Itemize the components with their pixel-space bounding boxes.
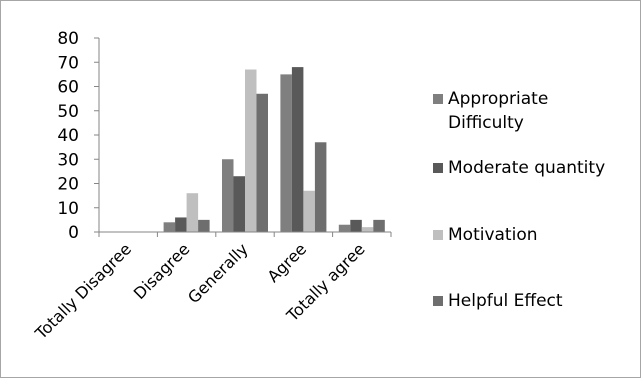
x-tick-label: Agree bbox=[264, 239, 311, 286]
bar bbox=[256, 93, 268, 233]
bar bbox=[198, 219, 210, 232]
bar bbox=[280, 74, 292, 232]
legend: Appropriate Difficulty Moderate quantity Mo… bbox=[433, 89, 605, 311]
y-tick-label: 80 bbox=[57, 29, 79, 49]
legend-label: Moderate quantity bbox=[448, 158, 605, 178]
bars bbox=[163, 67, 385, 233]
x-tick-label: Generally bbox=[184, 239, 252, 307]
x-tick-label: Totally Disagree bbox=[31, 239, 135, 343]
bar bbox=[291, 67, 304, 232]
bar bbox=[175, 217, 187, 232]
bar bbox=[245, 69, 257, 233]
y-tick-label: 40 bbox=[57, 126, 79, 146]
y-tick-label: 30 bbox=[57, 150, 79, 170]
legend-swatch bbox=[433, 163, 443, 173]
legend-label: Appropriate bbox=[448, 89, 548, 109]
y-tick-label: 50 bbox=[57, 102, 79, 122]
bar bbox=[373, 219, 385, 232]
bar bbox=[361, 227, 374, 232]
bar bbox=[338, 224, 351, 232]
bar bbox=[350, 219, 362, 232]
y-tick-label: 60 bbox=[57, 78, 79, 98]
y-tick-label: 20 bbox=[57, 175, 79, 195]
y-axis: 0 10 20 30 40 50 60 70 80 bbox=[57, 29, 100, 243]
legend-swatch bbox=[433, 94, 443, 104]
bar bbox=[303, 190, 315, 232]
bar bbox=[314, 142, 327, 232]
legend-label: Difficulty bbox=[448, 113, 524, 133]
legend-swatch bbox=[433, 230, 443, 240]
y-tick-label: 10 bbox=[57, 199, 79, 219]
legend-label: Helpful Effect bbox=[448, 291, 563, 311]
y-tick-label: 0 bbox=[68, 223, 79, 243]
bar bbox=[222, 159, 234, 232]
legend-swatch bbox=[433, 296, 443, 306]
y-tick-label: 70 bbox=[57, 53, 79, 73]
bar bbox=[233, 176, 245, 232]
legend-label: Motivation bbox=[448, 225, 538, 245]
bar bbox=[186, 193, 199, 232]
bar bbox=[163, 222, 176, 232]
